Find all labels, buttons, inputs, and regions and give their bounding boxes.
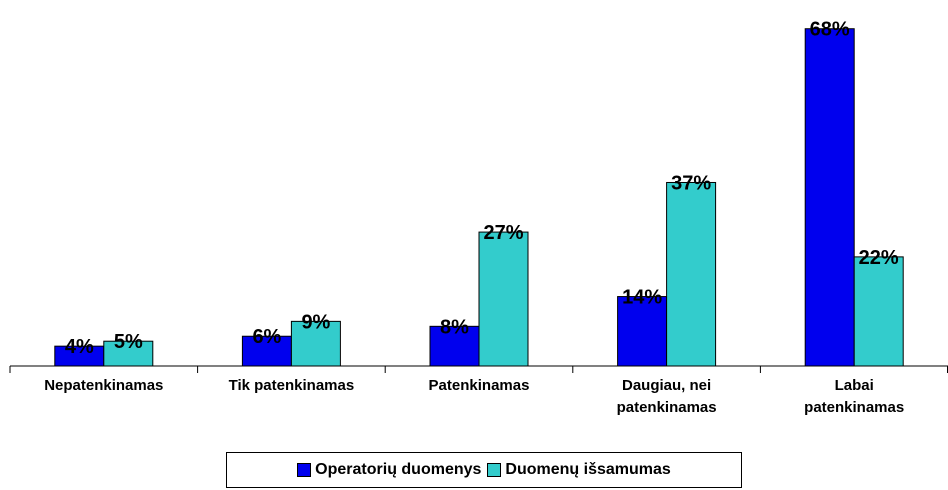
legend-swatch (487, 463, 502, 477)
legend-entry: Operatorių duomenys (297, 461, 481, 479)
x-tick-label: Patenkinamas (428, 377, 530, 394)
bar (666, 181, 717, 367)
bar (804, 28, 855, 367)
x-tick-label: Daugiau, nei patenkinamas (616, 377, 717, 416)
data-label: 27% (483, 222, 523, 244)
legend: Operatorių duomenys Duomenų išsamumas (226, 452, 742, 488)
plot-area: 4% 5% 6% 9% 8% 27% 14% 37% 68% 22% (9, 19, 948, 373)
data-label: 4% (65, 336, 94, 358)
legend-entry: Duomenų išsamumas (487, 461, 671, 479)
data-label: 8% (440, 316, 469, 338)
data-label: 68% (810, 19, 850, 41)
x-tick-label: Nepatenkinamas (44, 377, 164, 394)
data-label: 22% (859, 247, 899, 269)
data-label: 9% (301, 311, 330, 333)
bar (103, 340, 154, 367)
legend-label: Operatorių duomenys (315, 461, 482, 478)
bar (853, 256, 904, 367)
x-tick-label: Tik patenkinamas (228, 377, 355, 394)
data-label: 37% (671, 172, 711, 194)
x-tick-label: Labai patenkinamas (804, 377, 905, 416)
data-label: 5% (114, 331, 143, 353)
legend-label: Duomenų išsamumas (505, 461, 671, 478)
bar (478, 231, 529, 367)
legend-swatch (297, 463, 312, 477)
data-label: 6% (252, 326, 281, 348)
bar (241, 335, 292, 367)
data-label: 14% (622, 287, 662, 309)
bar (290, 320, 341, 367)
